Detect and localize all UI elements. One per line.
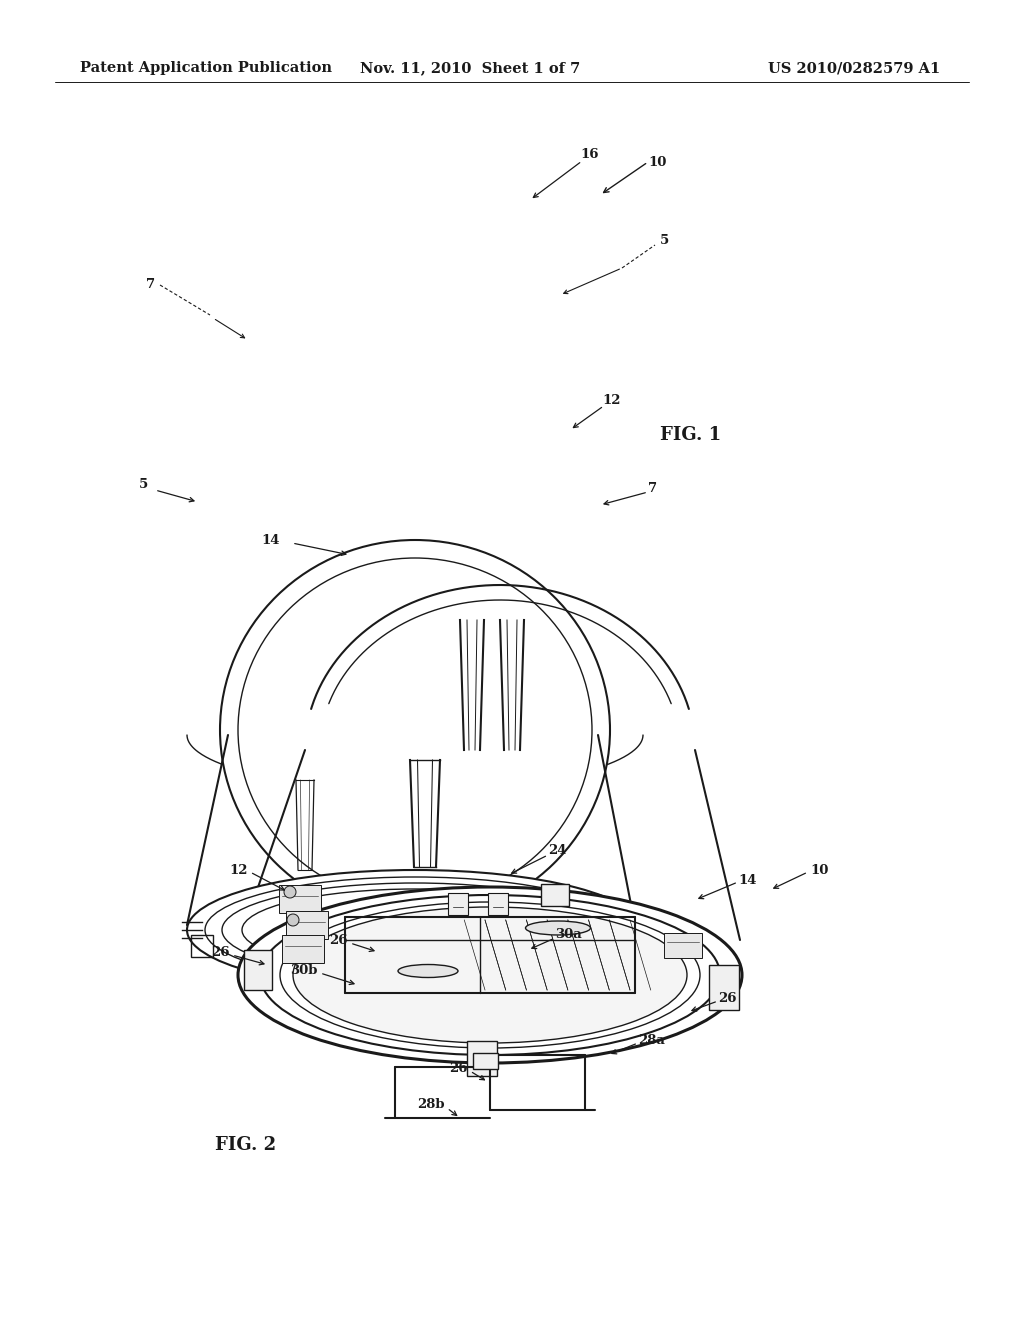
Bar xyxy=(286,911,328,939)
Text: 12: 12 xyxy=(603,393,622,407)
Text: 5: 5 xyxy=(138,479,148,491)
Text: 26: 26 xyxy=(330,933,348,946)
Text: US 2010/0282579 A1: US 2010/0282579 A1 xyxy=(768,61,940,75)
Text: Patent Application Publication: Patent Application Publication xyxy=(80,61,332,75)
Text: 26: 26 xyxy=(212,945,230,958)
Text: 7: 7 xyxy=(145,279,155,292)
Ellipse shape xyxy=(260,895,720,1055)
Text: 30a: 30a xyxy=(555,928,582,941)
Ellipse shape xyxy=(242,888,588,972)
Text: 14: 14 xyxy=(738,874,757,887)
Bar xyxy=(279,884,321,913)
Text: 10: 10 xyxy=(648,156,667,169)
Circle shape xyxy=(287,913,299,927)
Ellipse shape xyxy=(293,907,687,1043)
Bar xyxy=(664,932,702,957)
Ellipse shape xyxy=(280,902,700,1048)
Bar xyxy=(244,950,272,990)
Ellipse shape xyxy=(525,921,591,935)
Bar xyxy=(472,1053,498,1069)
Ellipse shape xyxy=(205,876,625,983)
Text: 16: 16 xyxy=(581,149,599,161)
Ellipse shape xyxy=(398,965,458,978)
Bar xyxy=(541,884,569,906)
Text: 28b: 28b xyxy=(418,1098,445,1111)
Ellipse shape xyxy=(238,887,742,1063)
Text: 26: 26 xyxy=(718,991,736,1005)
Text: FIG. 2: FIG. 2 xyxy=(215,1137,276,1154)
Text: 30b: 30b xyxy=(291,964,318,977)
Text: 28a: 28a xyxy=(638,1034,665,1047)
Bar xyxy=(709,965,739,1010)
Text: 12: 12 xyxy=(229,863,248,876)
Ellipse shape xyxy=(222,883,608,977)
Bar xyxy=(282,935,324,964)
Ellipse shape xyxy=(238,558,592,902)
Bar xyxy=(467,1040,497,1076)
Text: Nov. 11, 2010  Sheet 1 of 7: Nov. 11, 2010 Sheet 1 of 7 xyxy=(359,61,581,75)
Text: 14: 14 xyxy=(261,533,280,546)
Text: 24: 24 xyxy=(548,843,566,857)
Text: 7: 7 xyxy=(648,482,657,495)
Text: FIG. 1: FIG. 1 xyxy=(660,426,721,444)
Circle shape xyxy=(284,886,296,898)
Bar xyxy=(488,894,508,915)
Ellipse shape xyxy=(187,870,643,990)
Ellipse shape xyxy=(220,540,610,920)
Text: 10: 10 xyxy=(810,863,828,876)
Text: 5: 5 xyxy=(660,234,670,247)
Text: 26: 26 xyxy=(450,1061,468,1074)
Bar xyxy=(449,894,468,915)
